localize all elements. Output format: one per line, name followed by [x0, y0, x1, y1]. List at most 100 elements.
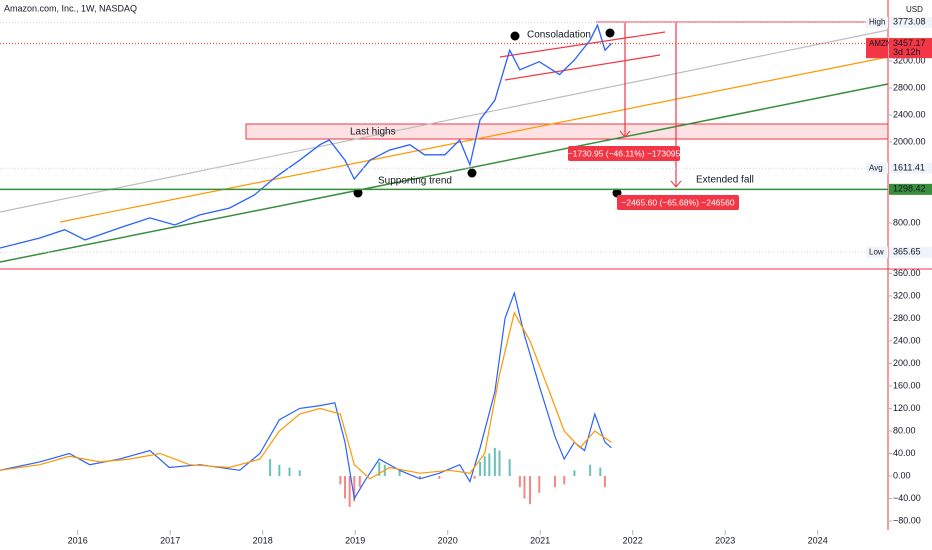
x-tick-label: 2024 — [808, 535, 828, 545]
histogram-bar — [538, 475, 541, 493]
trend-line — [0, 29, 889, 213]
histogram-bar — [554, 475, 556, 488]
channel-line — [504, 54, 661, 81]
histogram-bar — [339, 475, 342, 485]
histogram-bar — [358, 475, 361, 488]
y-tick-label: −80.00 — [893, 515, 921, 525]
histogram-bar — [518, 475, 521, 488]
annotation: Extended fall — [696, 175, 754, 186]
y-tick-label: 120.00 — [893, 403, 921, 413]
histogram-bar — [438, 475, 441, 479]
x-tick-label: 2022 — [623, 535, 643, 545]
price-label-name-bg — [866, 38, 888, 59]
histogram-bar — [418, 475, 421, 479]
price-label: 3457.17 — [893, 38, 926, 48]
currency: USD — [906, 5, 923, 14]
price-label: 1298.42 — [893, 184, 926, 194]
histogram-bar — [508, 459, 511, 476]
y-tick-label: 3200.00 — [893, 55, 926, 65]
y-tick-label: 40.00 — [893, 448, 916, 458]
histogram-bar — [473, 475, 476, 479]
price-label-name: AMZN — [869, 39, 892, 48]
channel-line — [499, 31, 666, 58]
y-tick-label: 2000.00 — [893, 136, 926, 146]
histogram-bar — [378, 461, 381, 476]
y-tick-label: 240.00 — [893, 335, 921, 345]
histogram-bar — [344, 475, 347, 499]
price-label: 1611.41 — [893, 163, 925, 173]
macd-line — [0, 291, 612, 501]
price-label: 365.65 — [893, 247, 921, 257]
y-tick-label: 320.00 — [893, 290, 921, 300]
y-tick-label: 360.00 — [893, 268, 921, 278]
price-label-bg — [889, 183, 932, 195]
histogram-bar — [298, 470, 301, 476]
y-tick-label: 80.00 — [893, 425, 916, 435]
x-tick-label: 2018 — [253, 535, 273, 545]
y-tick-label: 200.00 — [893, 358, 921, 368]
histogram-bar — [479, 461, 482, 476]
price-label-name: Low — [869, 247, 884, 256]
macd-line — [0, 311, 612, 480]
price-label-bg — [889, 16, 932, 28]
y-tick-label: 800.00 — [893, 217, 921, 227]
price-label-bg — [889, 246, 932, 258]
annotation: Consoladation — [527, 30, 591, 41]
marker — [510, 31, 520, 41]
histogram-bar — [589, 464, 592, 476]
price-line — [0, 23, 612, 249]
x-tick-label: 2016 — [68, 535, 88, 545]
histogram-bar — [398, 470, 401, 476]
price-label-extra: 3d 12h — [893, 47, 921, 57]
histogram-bar — [563, 475, 566, 485]
marker — [605, 28, 615, 38]
chart-title: Amazon.com, Inc., 1W, NASDAQ — [4, 3, 137, 13]
price-label-name: Avg — [869, 163, 883, 172]
measure-label: −1730.95 (−46.11%) −173095 — [568, 148, 681, 158]
histogram-bar — [498, 450, 501, 476]
measure-label-bg — [617, 195, 739, 210]
y-tick-label: 2400.00 — [893, 109, 926, 119]
price-label-name: High — [869, 17, 885, 26]
marker — [467, 168, 477, 178]
price-label-bg — [889, 38, 932, 59]
trend-line — [0, 83, 889, 263]
histogram-bar — [288, 467, 291, 476]
annotation: Last highs — [350, 127, 396, 138]
histogram-bar — [278, 464, 281, 476]
arrow-head — [619, 130, 631, 138]
price-label-name-bg — [866, 16, 888, 28]
histogram-bar — [573, 470, 576, 476]
arrow-head — [670, 180, 682, 188]
x-tick-label: 2019 — [345, 535, 365, 545]
annotation: Supporting trend — [378, 176, 452, 187]
price-label-name-bg — [866, 162, 888, 174]
histogram-bar — [353, 475, 356, 502]
measure-label: −2465.60 (−65.68%) −246560 — [621, 197, 734, 207]
x-tick-label: 2017 — [160, 535, 180, 545]
histogram-bar — [599, 467, 602, 476]
y-tick-label: −40.00 — [893, 493, 921, 503]
histogram-bar — [493, 447, 496, 476]
histogram-bar — [603, 475, 606, 488]
trend-line — [59, 56, 889, 223]
measure-label-bg — [568, 146, 680, 161]
last-highs-zone — [245, 123, 889, 140]
x-tick-label: 2023 — [715, 535, 735, 545]
price-label-bg — [889, 162, 932, 174]
histogram-bar — [483, 456, 486, 476]
price-label-name-bg — [866, 246, 888, 258]
histogram-bar — [488, 453, 491, 476]
y-tick-label: 2800.00 — [893, 82, 926, 92]
y-tick-label: 0.00 — [893, 470, 911, 480]
x-tick-label: 2021 — [530, 535, 550, 545]
marker — [353, 188, 363, 198]
histogram-bar — [529, 475, 532, 505]
price-label: 3773.08 — [893, 17, 926, 27]
x-tick-label: 2020 — [438, 535, 458, 545]
histogram-bar — [523, 475, 526, 499]
y-tick-label: 160.00 — [893, 380, 921, 390]
y-tick-label: 280.00 — [893, 313, 921, 323]
